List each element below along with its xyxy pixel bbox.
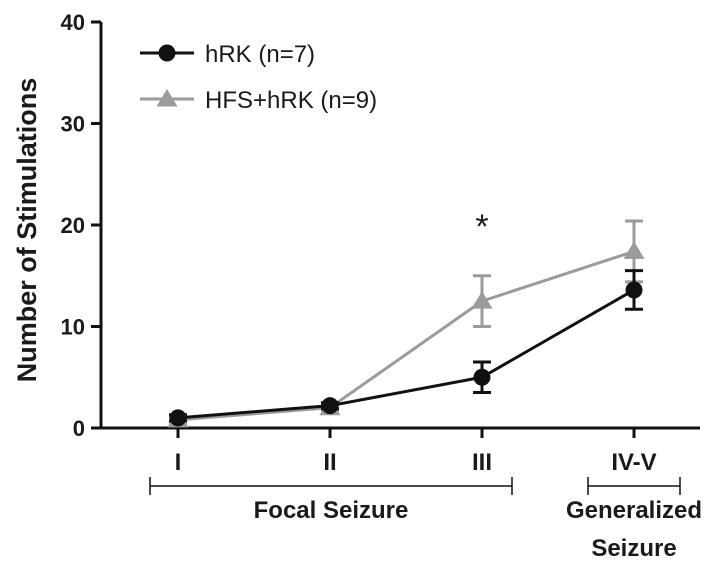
- axes: [99, 22, 700, 430]
- legend-label: HFS+hRK (n=9): [205, 87, 377, 114]
- legend: hRK (n=7) HFS+hRK (n=9): [140, 41, 377, 114]
- legend-label: hRK (n=7): [205, 41, 315, 68]
- group-1: Focal Seizure: [149, 477, 513, 524]
- legend-marker: [156, 89, 178, 107]
- y-axis-ticks: 0 10 20 30 40: [61, 10, 101, 441]
- x-tick-label: II: [323, 449, 336, 476]
- y-tick-label: 40: [61, 10, 85, 35]
- y-tick-label: 20: [61, 213, 85, 238]
- x-tick-label: IV-V: [611, 449, 656, 476]
- significance-asterisk: *: [475, 208, 488, 246]
- legend-item: HFS+hRK (n=9): [140, 87, 377, 114]
- series-line: [177, 288, 635, 420]
- series-line: [177, 249, 635, 422]
- x-axis-ticks: I II III IV-V: [175, 428, 657, 476]
- data-point: [321, 397, 339, 415]
- data-point: [169, 409, 187, 427]
- legend-item: hRK (n=7): [140, 41, 315, 68]
- data-point: [473, 368, 491, 386]
- series-layer: [167, 219, 645, 428]
- y-tick-label: 30: [61, 112, 85, 137]
- data-point: [471, 291, 493, 309]
- y-tick-label: 0: [73, 416, 85, 441]
- group-label: Focal Seizure: [254, 497, 409, 524]
- x-tick-label: I: [175, 449, 182, 476]
- data-point: [625, 281, 643, 299]
- series-1: [169, 269, 643, 427]
- group-label: Generalized: [566, 497, 702, 524]
- x-tick-label: III: [472, 449, 492, 476]
- y-axis-label: Number of Stimulations: [12, 78, 42, 383]
- data-point: [623, 241, 645, 259]
- group-label: Seizure: [591, 535, 676, 562]
- category-groups: Focal Seizure Generalized Seizure: [149, 477, 702, 562]
- legend-marker: [158, 44, 176, 62]
- y-tick-label: 10: [61, 315, 85, 340]
- annotations: *: [475, 208, 488, 246]
- group-2: Generalized Seizure: [566, 477, 702, 562]
